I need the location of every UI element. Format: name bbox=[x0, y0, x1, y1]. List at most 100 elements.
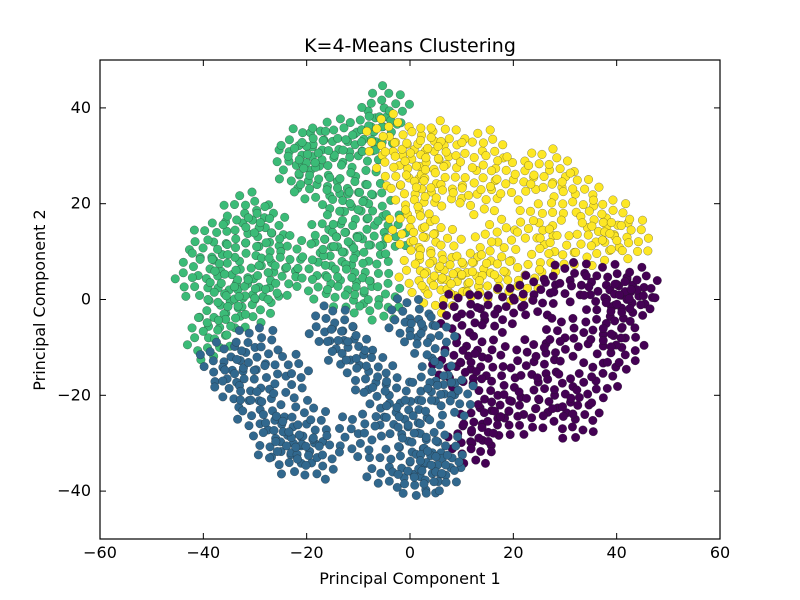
scatter-point bbox=[411, 490, 421, 500]
scatter-point bbox=[368, 382, 378, 392]
scatter-point bbox=[222, 211, 232, 221]
scatter-point bbox=[238, 406, 248, 416]
scatter-point bbox=[423, 383, 433, 393]
scatter-point bbox=[213, 325, 223, 335]
scatter-point bbox=[417, 362, 427, 372]
scatter-point bbox=[383, 257, 393, 266]
scatter-point bbox=[459, 411, 469, 421]
scatter-point bbox=[437, 273, 447, 283]
scatter-point bbox=[397, 144, 407, 154]
scatter-point bbox=[340, 228, 350, 237]
scatter-point bbox=[359, 247, 369, 257]
scatter-point bbox=[527, 148, 537, 158]
scatter-point bbox=[239, 374, 249, 384]
scatter-point bbox=[318, 450, 327, 460]
scatter-point bbox=[328, 306, 338, 316]
scatter-point bbox=[568, 422, 577, 432]
scatter-point bbox=[550, 385, 559, 394]
scatter-point bbox=[260, 202, 270, 211]
scatter-point bbox=[285, 231, 295, 240]
scatter-point bbox=[365, 453, 374, 462]
scatter-point bbox=[392, 482, 402, 492]
scatter-point bbox=[340, 305, 350, 315]
scatter-point bbox=[305, 184, 314, 194]
scatter-point bbox=[298, 128, 308, 138]
scatter-point bbox=[340, 432, 350, 442]
scatter-point bbox=[568, 409, 578, 419]
scatter-point bbox=[416, 123, 426, 133]
scatter-point bbox=[311, 311, 321, 321]
scatter-point bbox=[243, 213, 253, 223]
scatter-point bbox=[624, 238, 633, 248]
scatter-point bbox=[581, 259, 591, 269]
scatter-point bbox=[638, 310, 648, 320]
scatter-point bbox=[473, 290, 483, 300]
scatter-point bbox=[282, 241, 292, 251]
scatter-point bbox=[598, 217, 608, 227]
scatter-point bbox=[246, 263, 256, 273]
scatter-point bbox=[301, 441, 311, 451]
scatter-point bbox=[341, 355, 351, 365]
scatter-point bbox=[368, 206, 378, 216]
scatter-point bbox=[405, 331, 415, 341]
scatter-point bbox=[507, 188, 516, 197]
scatter-point bbox=[213, 244, 222, 254]
scatter-point bbox=[187, 323, 197, 333]
scatter-point bbox=[639, 340, 649, 350]
scatter-point bbox=[432, 380, 442, 390]
scatter-point bbox=[451, 125, 461, 135]
scatter-point bbox=[626, 225, 636, 235]
scatter-point bbox=[348, 321, 358, 331]
scatter-point bbox=[408, 377, 418, 387]
scatter-point bbox=[498, 315, 508, 325]
scatter-point bbox=[367, 353, 376, 362]
scatter-point bbox=[505, 256, 515, 266]
y-tick-label: −20 bbox=[57, 385, 91, 404]
scatter-point bbox=[589, 195, 598, 205]
scatter-point bbox=[347, 444, 357, 454]
scatter-point bbox=[218, 376, 228, 386]
scatter-point bbox=[380, 147, 390, 157]
scatter-point bbox=[289, 393, 299, 403]
y-tick-label: 0 bbox=[81, 290, 91, 309]
scatter-point bbox=[222, 240, 232, 249]
scatter-point bbox=[231, 234, 241, 244]
scatter-point bbox=[443, 450, 452, 460]
scatter-point bbox=[406, 148, 415, 158]
scatter-point bbox=[291, 442, 301, 452]
scatter-point bbox=[367, 435, 377, 445]
scatter-point bbox=[557, 177, 567, 187]
scatter-point bbox=[198, 326, 208, 336]
scatter-point bbox=[178, 268, 188, 278]
scatter-point bbox=[652, 276, 662, 285]
scatter-point bbox=[456, 357, 465, 367]
scatter-point bbox=[616, 221, 626, 230]
scatter-point bbox=[457, 320, 467, 330]
scatter-point bbox=[371, 412, 381, 421]
scatter-point bbox=[292, 244, 302, 254]
scatter-point bbox=[452, 251, 462, 261]
scatter-point bbox=[569, 333, 579, 343]
scatter-point bbox=[496, 189, 506, 199]
scatter-point bbox=[395, 283, 405, 293]
scatter-point bbox=[430, 215, 440, 225]
scatter-point bbox=[404, 278, 414, 288]
scatter-point bbox=[513, 227, 522, 237]
scatter-point bbox=[529, 216, 538, 226]
scatter-point bbox=[584, 206, 594, 216]
scatter-point bbox=[234, 292, 244, 301]
scatter-point bbox=[481, 151, 491, 161]
scatter-point bbox=[566, 393, 576, 403]
scatter-point bbox=[263, 294, 273, 304]
scatter-point bbox=[304, 286, 313, 296]
scatter-point bbox=[487, 237, 497, 247]
scatter-point bbox=[231, 265, 241, 275]
scatter-point bbox=[313, 282, 323, 292]
scatter-point bbox=[420, 192, 430, 202]
scatter-point bbox=[490, 270, 499, 280]
scatter-point bbox=[393, 422, 403, 432]
scatter-point bbox=[588, 362, 598, 372]
scatter-point bbox=[318, 136, 328, 145]
scatter-point bbox=[555, 164, 565, 174]
scatter-point bbox=[294, 359, 304, 368]
